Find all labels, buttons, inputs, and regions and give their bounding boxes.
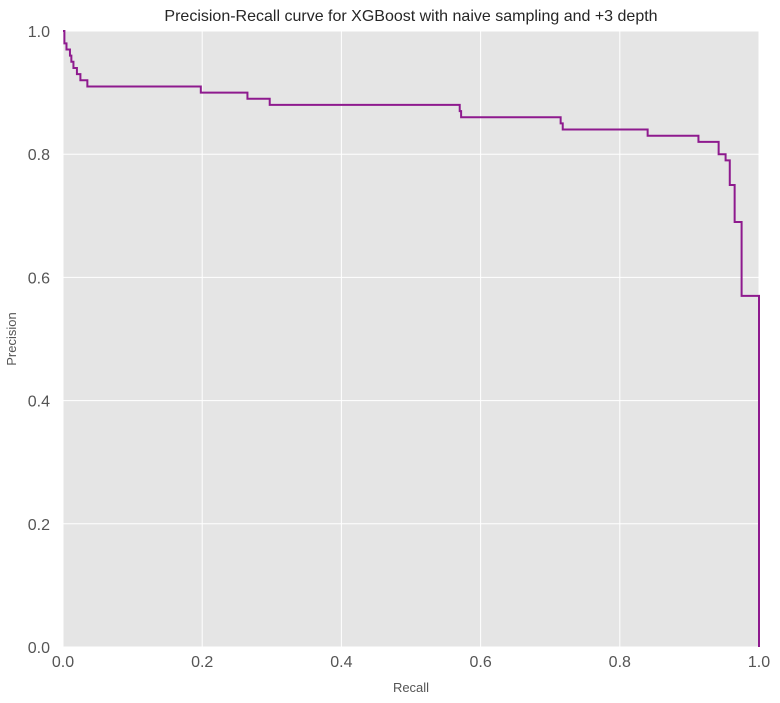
chart-title: Precision-Recall curve for XGBoost with …	[164, 8, 657, 25]
y-tick-label: 0.0	[28, 640, 50, 657]
y-tick-label: 0.2	[28, 517, 50, 534]
x-tick-labels: 0.0 0.2 0.4 0.6 0.8 1.0	[52, 654, 770, 671]
y-tick-labels: 0.0 0.2 0.4 0.6 0.8 1.0	[28, 24, 50, 657]
x-tick-label: 0.0	[52, 654, 74, 671]
y-tick-label: 1.0	[28, 24, 50, 41]
x-tick-label: 0.6	[469, 654, 491, 671]
x-tick-label: 0.2	[191, 654, 213, 671]
x-tick-label: 0.8	[609, 654, 631, 671]
x-tick-label: 0.4	[330, 654, 352, 671]
y-tick-label: 0.8	[28, 147, 50, 164]
x-tick-label: 1.0	[748, 654, 770, 671]
y-tick-label: 0.4	[28, 394, 50, 411]
plot-background	[63, 31, 759, 647]
y-axis-label: Precision	[4, 312, 19, 365]
y-tick-label: 0.6	[28, 270, 50, 287]
x-axis-label: Recall	[393, 680, 429, 695]
precision-recall-curve	[63, 30, 760, 647]
